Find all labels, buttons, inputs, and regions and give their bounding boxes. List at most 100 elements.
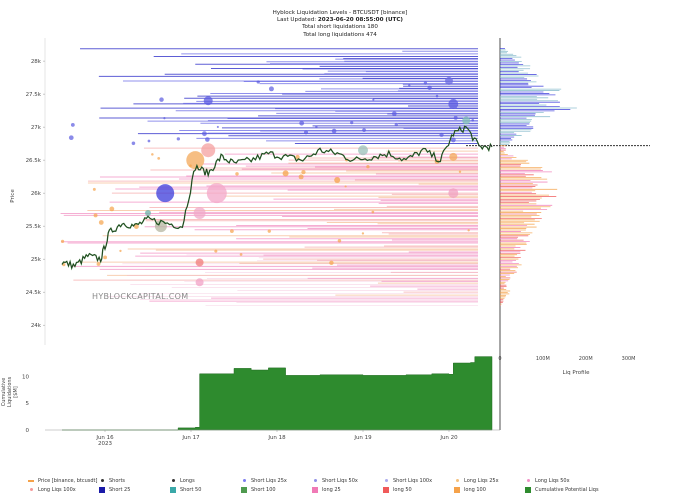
legend-item[interactable]: Short 50 [170,486,241,493]
liquidation-bubble [60,239,65,244]
liquidation-bubble [391,111,397,117]
liquidation-bubble [133,224,139,229]
legend-swatch [383,486,389,493]
legend-label: long 100 [464,486,486,493]
liquidation-bubble [282,170,289,177]
liquidation-bubble [449,152,458,161]
liq-profile-panel: 0 100M 200M 300M Liq Profile [498,48,636,376]
liquidation-bubble [439,132,444,137]
liquidation-bubble [163,117,166,120]
legend-item[interactable]: Shorts [99,478,170,484]
x-tick-label: Jun 16 2023 [95,435,114,447]
legend-item[interactable]: Long Liqs 25x [454,478,525,484]
cumulative-y-axis-label-line: Liquidations [7,376,13,407]
liquidation-bubble [450,137,456,143]
total-short-liquidations: Total short liquidations 180 [302,24,378,31]
liquidation-bubble [366,165,370,169]
liquidation-bubble [109,206,115,212]
liquidation-bubble [93,213,98,218]
y-tick-label: 26k [31,191,42,197]
legend-label: Short 50 [180,486,202,493]
liquidation-bubble [344,185,347,188]
liquidation-bubble [315,125,318,129]
liquidation-bubble [203,96,213,106]
x-tick-label-line: Jun 19 [353,435,372,441]
cumulative-y-axis-label-line: [$M] [13,386,19,397]
legend: Price [binance, btcusdt] Shorts Longs Short… [28,476,668,494]
legend-swatch [28,479,34,482]
liquidation-bands [60,48,478,306]
legend-swatch [314,479,317,482]
legend-swatch [312,486,318,493]
legend-swatch [527,479,530,482]
legend-item[interactable]: Short Liqs 25x [241,478,312,484]
liquidation-bubble [408,84,411,87]
y-tick-label: 24k [31,323,42,329]
legend-swatch [99,486,105,493]
liquidation-chart: 24k 24.5k 25k 25.5k 26k 26.5k 27k 27.5k 28k Price… [1,38,650,447]
legend-item[interactable]: long 100 [454,486,525,493]
price-line-overlay [61,125,493,270]
legend-item[interactable]: Short Liqs 50x [312,478,383,484]
legend-item[interactable]: Short 25 [99,486,170,493]
liquidation-bubble [329,260,334,266]
legend-swatch [30,488,33,491]
legend-item[interactable]: Long Liqs 50x [525,478,596,484]
total-long-liquidations: Total long liquidations 474 [303,31,377,38]
legend-item[interactable]: Cumulative Potential Liqs [525,486,599,493]
liquidation-bubble [362,128,366,133]
liquidation-bubble [195,258,204,267]
legend-item[interactable]: Short 100 [241,486,312,493]
liquidation-bubble [145,209,151,216]
liquidation-bubble [176,137,181,141]
legend-swatch [456,479,459,482]
legend-label: Long Liqs 50x [535,477,570,484]
legend-label: Price [binance, btcusdt] [38,477,98,484]
cumulative-y-axis-label: CumulativeLiquidations[$M] [1,376,19,407]
legend-swatch [243,479,246,482]
legend-row: Long Liqs 100x Short 25 Short 50 Short 100 l… [28,485,668,494]
liquidation-bubble [206,183,227,204]
liquidation-bubble [147,139,151,143]
y-tick-label: 27.5k [26,92,42,98]
legend-item[interactable]: long 25 [312,486,383,493]
liquidation-bubble [214,249,218,253]
legend-label: Long Liqs 25x [464,477,499,484]
legend-item[interactable]: long 50 [383,486,454,493]
liquidation-bubble [453,115,458,120]
liquidation-bubble [239,253,243,256]
legend-label: Longs [180,477,195,484]
liquidation-bubble [195,278,204,287]
legend-item[interactable]: Short Liqs 100x [383,478,454,484]
legend-swatch [241,486,247,493]
liquidation-bubble [201,143,216,158]
legend-label: Short 25 [109,486,131,493]
legend-item[interactable]: Price [binance, btcusdt] [28,478,99,484]
liquidation-bubble [458,170,462,173]
liquidation-bubble [119,249,122,253]
legend-label: long 50 [393,486,412,493]
profile-x-tick-label: 100M [536,356,550,362]
liquidation-bubble [462,116,471,125]
x-tick-label: Jun 18 [267,435,286,441]
y-tick-label: 24.5k [26,290,42,296]
liquidation-bubble [103,255,108,260]
legend-swatch [101,479,104,482]
liquidation-bubble [92,187,96,191]
liquidation-bubble [96,262,101,266]
legend-item[interactable]: Long Liqs 100x [28,487,99,493]
liquidation-bubble [131,141,136,146]
legend-label: Short 100 [251,486,276,493]
legend-item[interactable]: Longs [170,478,241,484]
liquidation-bubble [268,86,274,92]
liquidation-bubble [358,145,368,156]
liquidation-bubble [98,220,104,225]
liquidation-bubble [193,206,206,219]
liquidation-bubble [301,169,306,175]
profile-x-tick-label: 0 [498,356,501,362]
legend-label: Short Liqs 25x [251,477,287,484]
liquidation-bubble [295,154,300,160]
legend-swatch [172,479,175,482]
y-tick-label: 27k [31,125,42,131]
liquidation-bubble [337,238,342,243]
